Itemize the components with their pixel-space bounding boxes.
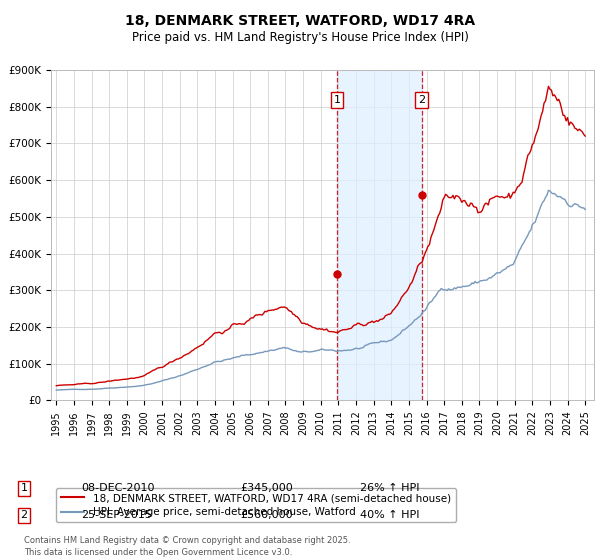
Text: £560,000: £560,000 (240, 510, 293, 520)
Bar (337, 70, 422, 400)
Text: 2: 2 (418, 95, 425, 105)
Text: 25-SEP-2015: 25-SEP-2015 (81, 510, 152, 520)
Text: 1: 1 (20, 483, 28, 493)
Text: 26% ↑ HPI: 26% ↑ HPI (360, 483, 419, 493)
Text: 1: 1 (334, 95, 340, 105)
Text: Price paid vs. HM Land Registry's House Price Index (HPI): Price paid vs. HM Land Registry's House … (131, 31, 469, 44)
Text: 08-DEC-2010: 08-DEC-2010 (81, 483, 155, 493)
Text: 40% ↑ HPI: 40% ↑ HPI (360, 510, 419, 520)
Legend: 18, DENMARK STREET, WATFORD, WD17 4RA (semi-detached house), HPI: Average price,: 18, DENMARK STREET, WATFORD, WD17 4RA (s… (56, 488, 456, 522)
Text: Contains HM Land Registry data © Crown copyright and database right 2025.
This d: Contains HM Land Registry data © Crown c… (24, 536, 350, 557)
Text: 2: 2 (20, 510, 28, 520)
Text: £345,000: £345,000 (240, 483, 293, 493)
Text: 18, DENMARK STREET, WATFORD, WD17 4RA: 18, DENMARK STREET, WATFORD, WD17 4RA (125, 14, 475, 28)
